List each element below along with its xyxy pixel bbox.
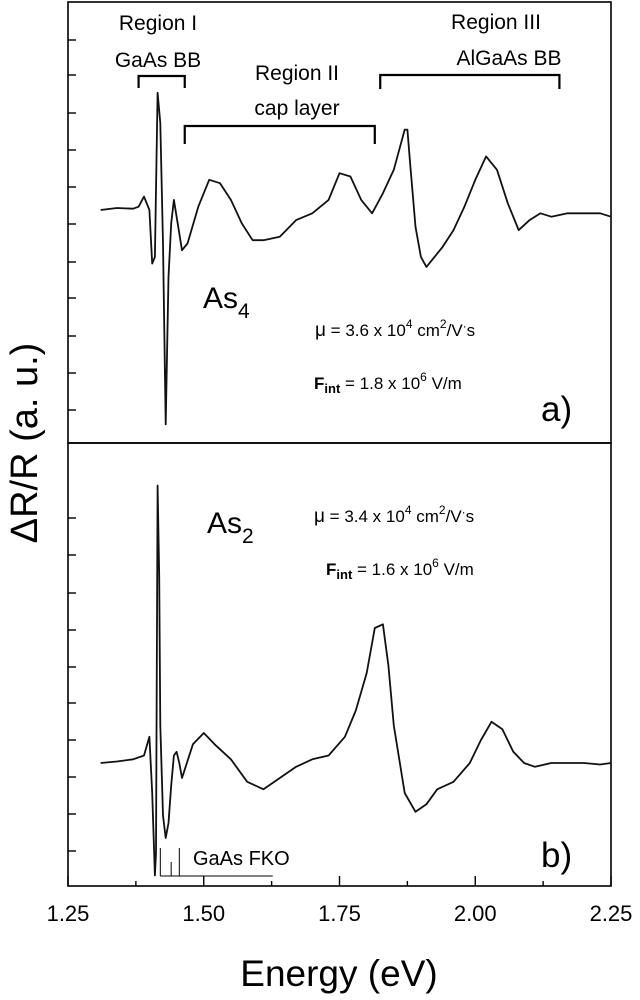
region-iii-label: Region III — [451, 11, 541, 34]
x-tick-label-2.00: 2.00 — [454, 901, 497, 926]
field-label-b-exp: 6 — [432, 556, 439, 570]
field-label-b-unit: V/m — [439, 560, 474, 579]
region-i-label: Region I — [119, 12, 197, 35]
region-iii-sublabel: AlGaAs BB — [456, 47, 561, 70]
mobility-label-b-dot: · — [462, 505, 466, 519]
sample-label-b-sub: 2 — [242, 525, 254, 548]
series-line-panel-b — [100, 484, 612, 877]
region-brackets — [137, 73, 561, 144]
y-axis-ticks — [68, 39, 76, 852]
series-line-panel-a — [100, 91, 612, 426]
mobility-label-b-exp: 4 — [405, 503, 412, 517]
x-tick-label-1.75: 1.75 — [318, 901, 361, 926]
mobility-label-a-exp: 4 — [406, 317, 413, 331]
x-tick-label-1.25: 1.25 — [47, 901, 90, 926]
mobility-label-b-unit-exp: 2 — [439, 503, 446, 517]
mobility-label-b-value: = 3.4 x 10 — [325, 507, 405, 526]
field-label-a-sub: int — [324, 381, 341, 396]
panel-a-label: a) — [541, 390, 572, 429]
field-label-b-value: = 1.6 x 10 — [352, 560, 432, 579]
sample-label-b-main: As — [207, 507, 242, 540]
sample-label-b: As2 — [207, 507, 254, 548]
mobility-label-a-dot: · — [463, 319, 467, 333]
sample-label-a: As4 — [203, 282, 250, 323]
mobility-label-a-mu: μ — [315, 320, 326, 341]
mobility-label-a-value: = 3.6 x 10 — [326, 321, 406, 340]
fko-label: GaAs FKO — [193, 848, 290, 870]
mobility-label-a-s: s — [467, 321, 476, 340]
field-label-b: Fint = 1.6 x 106 V/m — [326, 556, 474, 582]
field-label-a-exp: 6 — [420, 370, 427, 384]
sample-label-a-main: As — [203, 282, 238, 315]
mobility-label-b: μ = 3.4 x 104 cm2/V·s — [314, 503, 474, 527]
field-label-a-unit: V/m — [427, 374, 462, 393]
region-bracket-3 — [379, 73, 561, 89]
y-axis-label: ΔR/R (a. u.) — [4, 343, 46, 544]
sample-label-a-sub: 4 — [238, 300, 250, 323]
mobility-label-a-unit-exp: 2 — [440, 317, 447, 331]
field-label-a-value: = 1.8 x 10 — [340, 374, 420, 393]
region-bracket-2 — [183, 124, 376, 144]
region-ii-label: Region II — [255, 62, 339, 85]
region-i-sublabel: GaAs BB — [115, 49, 201, 72]
mobility-label-b-unit-end: /V — [446, 507, 463, 526]
field-label-b-f: F — [326, 560, 336, 579]
field-label-a: Fint = 1.8 x 106 V/m — [314, 370, 462, 396]
x-tick-label-1.50: 1.50 — [182, 901, 225, 926]
mobility-label-b-s: s — [466, 507, 475, 526]
panel-b-label: b) — [541, 836, 572, 875]
x-tick-label-2.25: 2.25 — [590, 901, 633, 926]
x-axis-label: Energy (eV) — [240, 953, 437, 994]
field-label-b-sub: int — [336, 567, 353, 582]
region-bracket-1 — [137, 74, 186, 88]
mobility-label-a: μ = 3.6 x 104 cm2/V·s — [315, 317, 475, 341]
mobility-label-a-unit: cm — [413, 321, 440, 340]
mobility-label-b-mu: μ — [314, 506, 325, 527]
field-label-a-f: F — [314, 374, 324, 393]
fko-markers — [159, 848, 273, 877]
x-axis-ticks: 1.25 1.50 1.75 2.00 2.25 — [47, 876, 633, 926]
mobility-label-b-unit: cm — [412, 507, 439, 526]
mobility-label-a-unit-end: /V — [447, 321, 464, 340]
region-ii-sublabel: cap layer — [254, 97, 339, 120]
